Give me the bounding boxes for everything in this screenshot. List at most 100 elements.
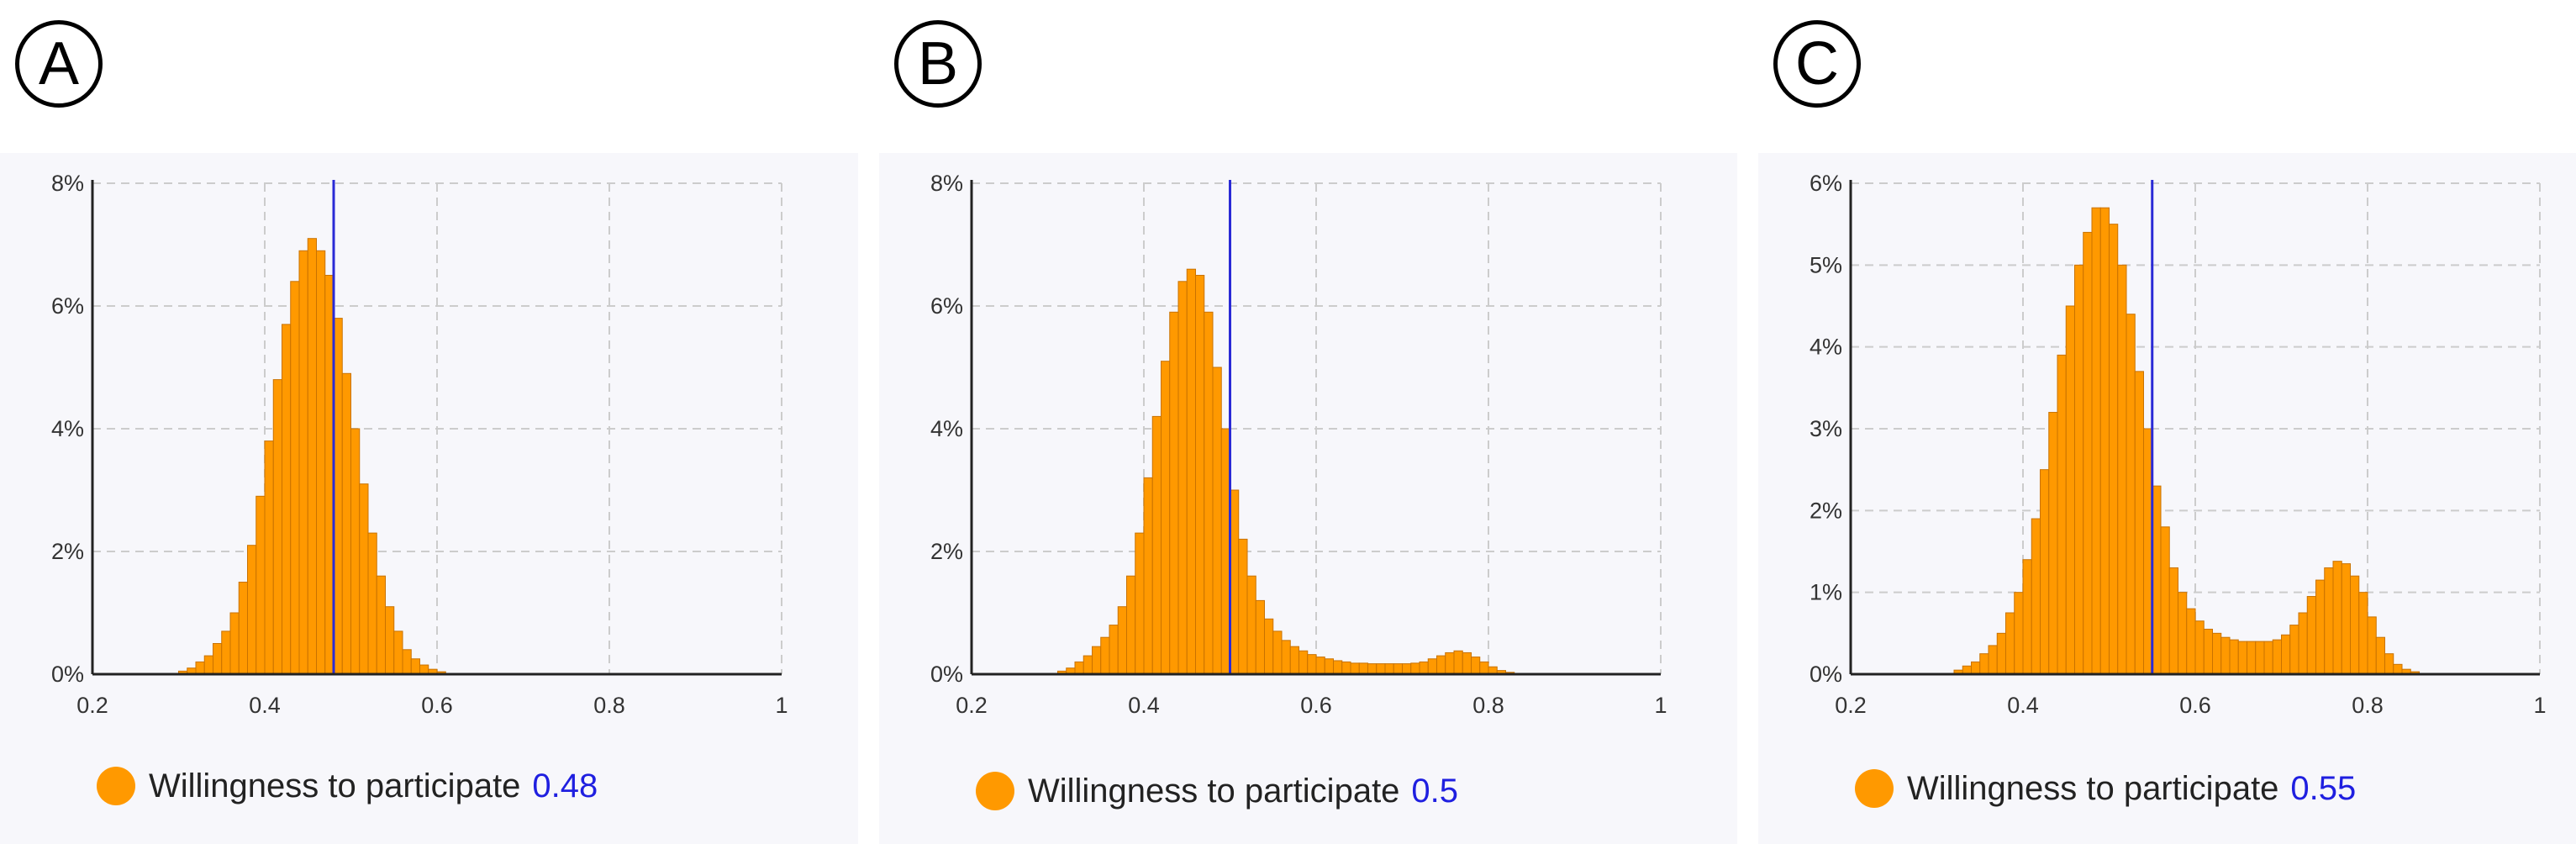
histogram-chart: 0% 2% 4% 6% 8% 0.2 0.4 0.6 0.8 1 <box>51 171 788 715</box>
histogram-bar <box>1971 661 1981 675</box>
histogram-bar <box>238 582 248 675</box>
histogram-bar <box>1212 367 1222 675</box>
histogram-bar <box>1988 645 1998 675</box>
histogram-bar <box>1393 663 1403 675</box>
x-tick-label: 1 <box>2533 693 2546 715</box>
legend[interactable]: Willingness to participate 0.5 <box>976 772 1458 810</box>
histogram-bar <box>2203 628 2213 675</box>
x-tick-label: 0.8 <box>2352 693 2384 715</box>
histogram-bar <box>203 655 213 675</box>
histogram-bar <box>2341 563 2351 675</box>
histogram-bar <box>402 649 412 675</box>
histogram-bar <box>2057 354 2067 675</box>
legend-swatch <box>976 772 1014 810</box>
histogram-bar <box>1151 415 1162 675</box>
histogram-bar <box>2168 567 2178 675</box>
histogram-bar <box>264 440 274 675</box>
histogram-bar <box>195 661 205 675</box>
histogram-bar <box>221 630 231 675</box>
histogram-bar <box>1230 489 1240 675</box>
y-tick-label: 4% <box>930 416 963 441</box>
histogram-bar <box>1204 311 1214 675</box>
panel-label-badge: B <box>894 20 982 108</box>
histogram-bar <box>1996 632 2006 675</box>
histogram-bar <box>1083 655 1093 675</box>
histogram-bar <box>2134 371 2144 675</box>
histogram-bar <box>307 238 317 675</box>
histogram-bar <box>1333 660 1343 675</box>
x-tick-label: 0.2 <box>76 693 108 715</box>
histogram-bar <box>2109 224 2119 675</box>
histogram-bar <box>1367 663 1378 675</box>
histogram-bar <box>2247 641 2257 675</box>
histogram-bar <box>1471 657 1481 675</box>
panel-c: C 0% 1% 2% 3% 4% 5% 6% 0.2 0.4 0.6 0.8 1 Willingnes… <box>1758 0 2576 844</box>
histogram-bar <box>316 250 326 675</box>
histogram-bar <box>2065 305 2075 675</box>
histogram-bar <box>213 643 223 675</box>
histogram-bar <box>1445 651 1455 675</box>
histogram-bar <box>1177 281 1188 675</box>
histogram-bar <box>2229 639 2239 675</box>
panel-background <box>0 153 858 844</box>
histogram-bar <box>1100 636 1110 675</box>
histogram-bar <box>229 612 240 675</box>
histogram-bar <box>1161 361 1171 675</box>
histogram-bar <box>341 372 351 675</box>
histogram-bar <box>2194 620 2205 675</box>
y-tick-label: 1% <box>1810 580 1842 605</box>
histogram-bar <box>2022 559 2032 675</box>
histogram-bar <box>359 483 369 675</box>
histogram-bar <box>1264 618 1274 675</box>
histogram-bar <box>1299 650 1309 675</box>
x-tick-label: 0.8 <box>593 693 625 715</box>
legend[interactable]: Willingness to participate 0.55 <box>1855 769 2356 808</box>
histogram-bar <box>393 630 403 675</box>
histogram-bar <box>1238 538 1248 675</box>
histogram-bar <box>1350 662 1360 675</box>
histogram-bar <box>1169 311 1179 675</box>
x-tick-label: 0.6 <box>421 693 453 715</box>
histogram-bar <box>2272 639 2282 675</box>
panel-label-badge: A <box>15 20 103 108</box>
x-tick-label: 0.4 <box>249 693 281 715</box>
histogram-bar <box>2263 641 2273 675</box>
histogram-bar <box>272 379 282 675</box>
histogram-bar <box>2298 612 2308 675</box>
legend[interactable]: Willingness to participate 0.48 <box>97 767 598 805</box>
histogram-bar <box>1341 661 1351 675</box>
histogram-bar <box>1143 477 1153 675</box>
histogram-bar <box>2160 526 2170 675</box>
histogram-bar <box>1979 653 1989 675</box>
y-tick-label: 3% <box>1810 416 1842 441</box>
legend-label: Willingness to participate <box>1907 769 2279 807</box>
histogram-bar <box>2289 625 2299 675</box>
y-tick-label: 4% <box>1810 335 1842 360</box>
legend-swatch <box>97 767 135 805</box>
histogram-bar <box>1479 661 1489 675</box>
histogram-bar <box>1074 661 1084 675</box>
x-tick-label: 0.2 <box>1835 693 1867 715</box>
x-tick-label: 1 <box>775 693 788 715</box>
x-tick-label: 1 <box>1654 693 1667 715</box>
histogram-bar <box>2281 634 2291 675</box>
x-tick-label: 0.6 <box>1300 693 1332 715</box>
y-tick-label: 8% <box>930 171 963 196</box>
legend-label: Willingness to participate <box>1028 772 1400 810</box>
panel-label-badge: C <box>1773 20 1861 108</box>
y-tick-label: 8% <box>51 171 84 196</box>
histogram-bar <box>2117 264 2127 675</box>
histogram-bar <box>2040 469 2050 675</box>
histogram-bar <box>1109 625 1119 675</box>
x-tick-label: 0.4 <box>1128 693 1160 715</box>
histogram-bar <box>2350 575 2360 675</box>
legend-label: Willingness to participate <box>149 767 521 804</box>
histogram-bar <box>1246 575 1256 675</box>
histogram-bar <box>2332 561 2342 675</box>
histogram-bar <box>1358 662 1368 675</box>
panel-background <box>879 153 1737 844</box>
histogram-bar <box>385 606 395 675</box>
panel-a: A 0% 2% 4% 6% 8% 0.2 0.4 0.6 0.8 1 Willingness to… <box>0 0 858 844</box>
legend-swatch <box>1855 769 1894 808</box>
histogram-bar <box>2220 636 2231 675</box>
